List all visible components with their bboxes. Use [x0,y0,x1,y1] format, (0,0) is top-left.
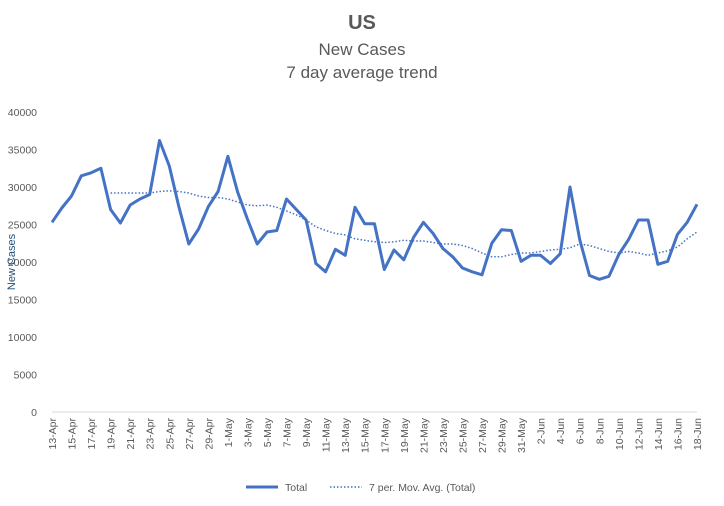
y-tick-label: 20000 [8,257,37,269]
x-tick-label: 13-Apr [47,417,59,449]
x-tick-label: 17-May [379,417,391,453]
legend-label-total: Total [285,482,307,494]
x-tick-label: 2-Jun [536,418,548,444]
x-tick-label: 25-Apr [164,417,176,449]
x-tick-label: 25-May [457,417,469,453]
x-tick-label: 9-May [301,417,313,447]
x-tick-label: 29-Apr [203,417,215,449]
y-tick-label: 35000 [8,145,37,157]
x-tick-label: 14-Jun [653,418,665,450]
x-tick-label: 17-Apr [86,417,98,449]
x-tick-label: 18-Jun [692,418,704,450]
x-tick-label: 27-May [477,417,489,453]
chart-subtitle-trend: 7 day average trend [286,63,438,82]
x-tick-label: 23-May [438,417,450,453]
y-tick-label: 5000 [14,370,38,382]
x-tick-label: 31-May [516,417,528,453]
x-tick-label: 12-Jun [633,418,645,450]
x-tick-label: 16-Jun [672,418,684,450]
series-line-total [50,139,699,281]
x-tick-label: 27-Apr [184,417,196,449]
x-tick-label: 5-May [262,417,274,447]
x-tick-label: 6-Jun [575,418,587,444]
legend: Total 7 per. Mov. Avg. (Total) [246,482,475,494]
y-tick-label: 0 [31,407,37,419]
chart-subtitle-new-cases: New Cases [318,40,406,59]
x-tick-label: 15-Apr [67,417,79,449]
x-tick-label: 23-Apr [145,417,157,449]
x-tick-label: 3-May [242,417,254,447]
chart-title: US [348,12,376,34]
series-layer [50,139,699,281]
x-tick-label: 15-May [360,417,372,453]
y-tick-label: 15000 [8,295,37,307]
x-tick-label: 8-Jun [594,418,606,444]
y-axis-label: New Cases [6,233,18,290]
x-tick-label: 19-May [399,417,411,453]
legend-label-moving-average: 7 per. Mov. Avg. (Total) [369,482,475,494]
x-tick-label: 10-Jun [614,418,626,450]
x-tick-label: 1-May [223,417,235,447]
y-tick-label: 40000 [8,107,37,119]
x-axis: 13-Apr 15-Apr 17-Apr 19-Apr 21-Apr 23-Apr 25-A… [47,417,704,453]
x-tick-label: 21-Apr [125,417,137,449]
y-tick-label: 30000 [8,182,37,194]
y-tick-label: 25000 [8,220,37,232]
x-tick-label: 21-May [418,417,430,453]
x-tick-label: 11-May [321,417,333,452]
y-axis: 0 5000 10000 15000 20000 25000 30000 35000 40000 [8,107,37,419]
x-tick-label: 29-May [497,417,509,453]
x-tick-label: 19-Apr [106,417,118,449]
x-tick-label: 4-Jun [555,418,567,444]
series-line-moving-average [110,190,698,258]
y-tick-label: 10000 [8,332,37,344]
x-tick-label: 13-May [340,417,352,453]
x-tick-label: 7-May [282,417,294,447]
